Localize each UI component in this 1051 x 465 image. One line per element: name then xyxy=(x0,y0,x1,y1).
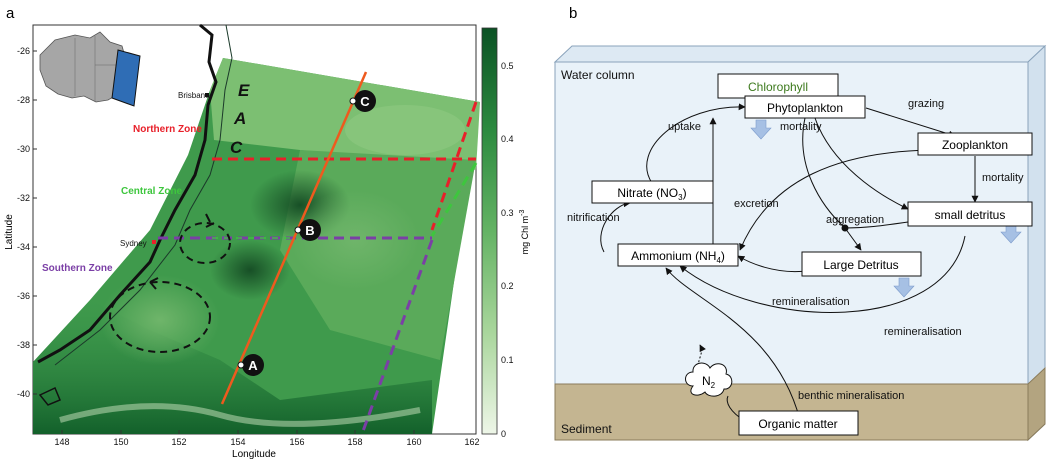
colorbar-tick: 0.4 xyxy=(501,134,514,144)
station-c-label: C xyxy=(360,94,370,109)
x-tick: 162 xyxy=(464,437,479,447)
remineralisation-label-1: remineralisation xyxy=(772,296,850,308)
eac-letter-e: E xyxy=(238,81,250,100)
x-tick: 154 xyxy=(230,437,245,447)
northern-zone-label: Northern Zone xyxy=(133,124,202,135)
box-nitrate: Nitrate (NO3) xyxy=(592,181,713,203)
y-tick: -38 xyxy=(17,340,30,350)
box-chlorophyll: Chlorophyll xyxy=(718,74,838,98)
remineralisation-label-2: remineralisation xyxy=(884,326,962,338)
x-tick: 150 xyxy=(113,437,128,447)
station-a-label: A xyxy=(248,358,258,373)
mortality-phyto-label: mortality xyxy=(780,121,822,133)
nitrification-label: nitrification xyxy=(567,212,620,224)
x-axis-ticks: 148 150 152 154 156 158 160 162 xyxy=(54,437,479,447)
x-axis-label: Longitude xyxy=(232,449,276,460)
ammonium-label: Ammonium (NH4) xyxy=(631,249,725,265)
x-tick: 158 xyxy=(347,437,362,447)
y-axis-label: Latitude xyxy=(4,214,15,250)
x-tick: 156 xyxy=(289,437,304,447)
colorbar-ticks: 0.5 0.4 0.3 0.2 0.1 0 xyxy=(501,61,514,439)
y-tick: -28 xyxy=(17,95,30,105)
eac-letter-a: A xyxy=(233,109,246,128)
phytoplankton-label: Phytoplankton xyxy=(767,101,843,115)
organic-matter-label: Organic matter xyxy=(758,417,837,431)
central-zone-label: Central Zone xyxy=(121,186,183,197)
station-b-label: B xyxy=(305,223,314,238)
colorbar-tick: 0.3 xyxy=(501,208,514,218)
nitrate-label: Nitrate (NO3) xyxy=(617,186,686,202)
y-tick: -26 xyxy=(17,46,30,56)
aggregation-label: aggregation xyxy=(826,214,884,226)
y-tick: -30 xyxy=(17,144,30,154)
colorbar-tick: 0.2 xyxy=(501,281,514,291)
x-tick: 152 xyxy=(171,437,186,447)
large-detritus-label: Large Detritus xyxy=(823,258,898,272)
colorbar-tick: 0.5 xyxy=(501,61,514,71)
colorbar xyxy=(482,28,497,434)
eac-letter-c: C xyxy=(230,138,243,157)
southern-zone-label: Southern Zone xyxy=(42,263,113,274)
x-tick: 160 xyxy=(406,437,421,447)
uptake-label: uptake xyxy=(668,121,701,133)
zooplankton-label: Zooplankton xyxy=(942,138,1008,152)
brisbane-marker xyxy=(205,93,209,97)
colorbar-tick: 0.1 xyxy=(501,355,514,365)
box-phytoplankton: Phytoplankton xyxy=(745,96,865,118)
small-detritus-label: small detritus xyxy=(935,208,1006,222)
y-tick: -34 xyxy=(17,242,30,252)
mortality-zoo-label: mortality xyxy=(982,172,1024,184)
excretion-label: excretion xyxy=(734,198,779,210)
x-tick: 148 xyxy=(54,437,69,447)
sediment-label: Sediment xyxy=(561,422,612,436)
panel-b-label: b xyxy=(569,5,577,22)
box-large-detritus: Large Detritus xyxy=(802,252,921,276)
panel-a-label: a xyxy=(6,5,15,22)
benthic-mineralisation-label: benthic mineralisation xyxy=(798,390,904,402)
y-tick: -36 xyxy=(17,291,30,301)
y-axis-ticks: -26 -28 -30 -32 -34 -36 -38 -40 xyxy=(17,46,30,399)
sydney-marker xyxy=(152,240,156,244)
y-tick: -32 xyxy=(17,193,30,203)
box-ammonium: Ammonium (NH4) xyxy=(618,244,738,266)
sydney-label: Sydney xyxy=(120,239,147,248)
chlorophyll-label: Chlorophyll xyxy=(748,80,808,94)
water-column-label: Water column xyxy=(561,68,635,82)
box-small-detritus: small detritus xyxy=(908,202,1032,226)
y-tick: -40 xyxy=(17,389,30,399)
box-organic-matter: Organic matter xyxy=(739,411,858,435)
colorbar-tick: 0 xyxy=(501,429,506,439)
box-zooplankton: Zooplankton xyxy=(918,133,1032,155)
colorbar-label: mg Chl m-3 xyxy=(519,210,530,255)
grazing-label: grazing xyxy=(908,98,944,110)
